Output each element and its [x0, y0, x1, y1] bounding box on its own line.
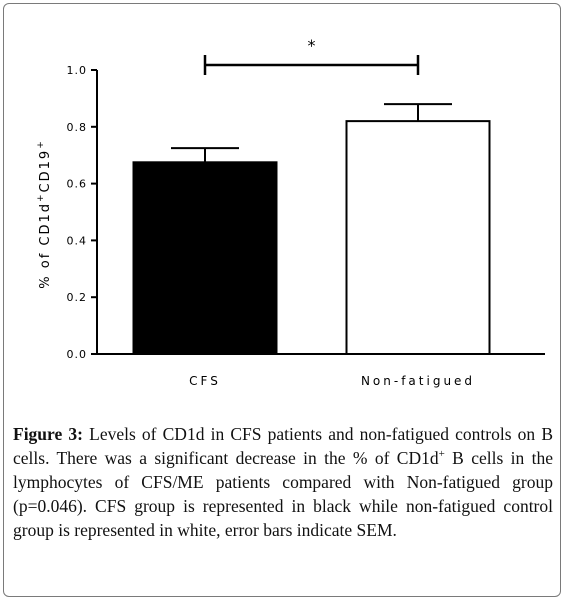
y-axis-title-part: CD19 — [38, 149, 53, 193]
significance-bracket: * — [203, 36, 420, 75]
y-tick-label: 0.4 — [67, 234, 88, 247]
significance-label: * — [308, 36, 316, 55]
error-bars — [171, 103, 452, 163]
y-tick-label: 0.2 — [67, 291, 88, 304]
y-tick-label: 0.6 — [67, 178, 88, 191]
y-axis-title-sup: + — [36, 139, 46, 149]
caption-superscript: + — [438, 448, 445, 461]
y-axis-title-sup: + — [36, 192, 46, 202]
bar-non-fatigued — [345, 120, 491, 356]
bar-chart: 0.0 0.2 0.4 0.6 0.8 1.0 CFS Non-fatigued * % o… — [36, 36, 545, 388]
x-axis: CFS Non-fatigued — [97, 353, 545, 388]
figure-caption: Figure 3: Levels of CD1d in CFS patients… — [13, 422, 553, 542]
y-axis-title: % of CD1d+CD19+ — [36, 139, 53, 289]
bars — [132, 120, 491, 356]
caption-label: Figure 3: — [13, 424, 83, 444]
y-tick-label: 1.0 — [67, 64, 88, 77]
y-axis-title-part: % of CD1d — [38, 202, 53, 289]
caption-text: B cells in the lymphocytes of CFS/ME pat… — [13, 448, 553, 540]
caption-text: Levels of CD1d in CFS patients and non-f… — [13, 424, 553, 468]
y-tick-label: 0.8 — [67, 121, 88, 134]
y-axis: 0.0 0.2 0.4 0.6 0.8 1.0 — [67, 64, 98, 361]
x-tick-label: CFS — [189, 374, 221, 388]
y-tick-label: 0.0 — [67, 348, 88, 361]
x-tick-label: Non-fatigued — [361, 374, 475, 388]
bar-cfs — [132, 161, 278, 355]
